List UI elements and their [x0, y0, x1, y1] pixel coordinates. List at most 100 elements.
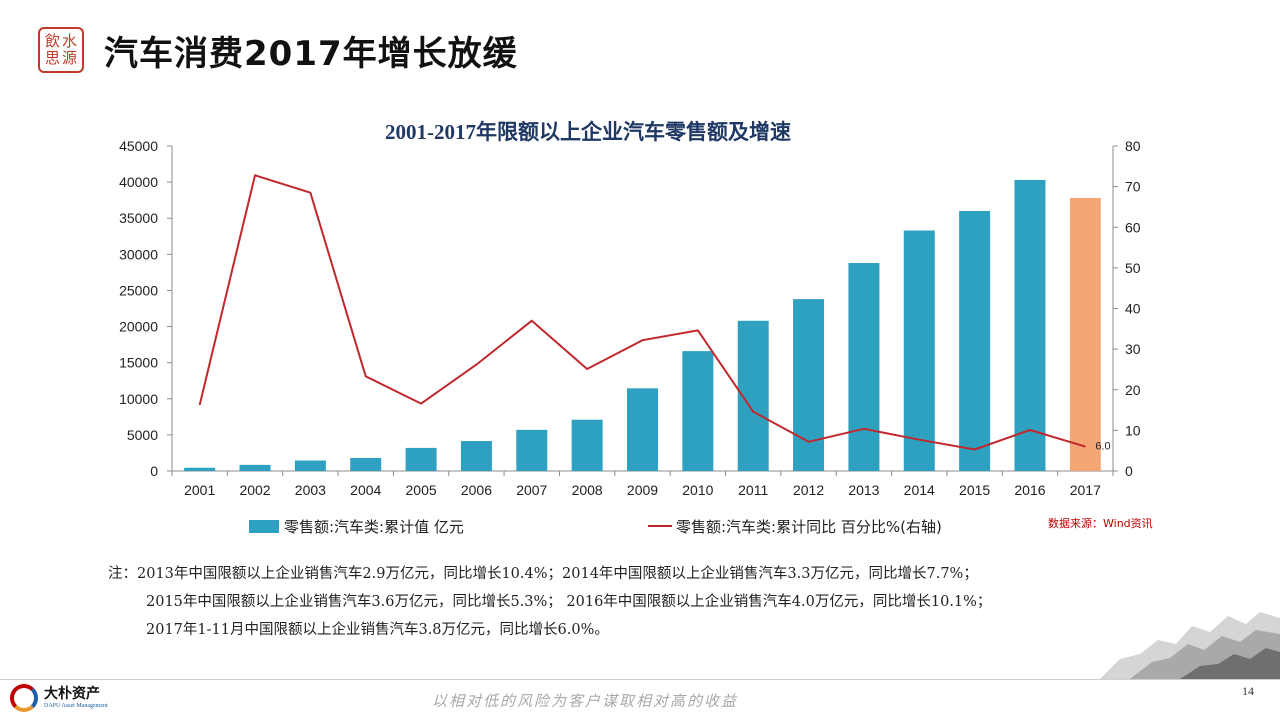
chart-title: 2001-2017年限额以上企业汽车零售额及增速: [385, 120, 791, 144]
bar: [1014, 179, 1046, 471]
line-point: [1029, 429, 1031, 431]
page-title: 汽车消费2017年增长放缓: [104, 33, 518, 74]
logo-name-en: DAPU Asset Management: [44, 703, 108, 709]
x-tick-label: 2014: [904, 482, 935, 498]
note-line: 2017年1-11月中国限额以上企业销售汽车3.8万亿元，同比增长6.0%。: [146, 622, 609, 638]
page-number: 14: [1242, 684, 1254, 698]
x-tick-label: 2013: [848, 482, 879, 498]
seal-logo: 飲 水 思 源: [38, 27, 84, 73]
x-tick-label: 2016: [1014, 482, 1045, 498]
bar: [460, 441, 492, 471]
left-tick-label: 10000: [119, 391, 158, 407]
line-series: 6.0: [198, 174, 1111, 453]
x-tick-label: 2008: [572, 482, 603, 498]
bar: [959, 211, 991, 471]
bar: [184, 467, 216, 471]
line-point: [365, 375, 367, 377]
bar: [239, 464, 271, 471]
left-tick-label: 20000: [119, 319, 158, 335]
left-tick-label: 45000: [119, 138, 158, 154]
x-tick-label: 2017: [1070, 482, 1101, 498]
bar: [294, 460, 326, 471]
legend-swatch-bar: [249, 520, 279, 533]
left-tick-label: 30000: [119, 246, 158, 262]
bar: [1069, 198, 1101, 471]
x-tick-label: 2012: [793, 482, 824, 498]
line-point: [642, 339, 643, 341]
x-tick-label: 2002: [239, 482, 270, 498]
line-point: [697, 329, 699, 331]
left-tick-label: 40000: [119, 174, 158, 190]
combo-chart: 2001-2017年限额以上企业汽车零售额及增速 6.0 0 5000 10000 1…: [119, 120, 1153, 536]
logo-text: 大朴资产 DAPU Asset Management: [44, 686, 108, 710]
x-tick-label: 2007: [516, 482, 547, 498]
line-point: [531, 320, 533, 322]
legend-label-bar: 零售额:汽车类:累计值 亿元: [284, 518, 464, 536]
left-tick-label: 15000: [119, 355, 158, 371]
line-point: [863, 428, 865, 430]
line-point: [199, 404, 201, 406]
line-point: [918, 439, 920, 441]
x-tick-label: 2015: [959, 482, 990, 498]
line-point: [586, 368, 588, 370]
bar: [516, 429, 548, 471]
left-tick-label: 35000: [119, 210, 158, 226]
tick-labels: 0 5000 10000 15000 20000 25000 30000 35000 40000…: [119, 138, 1141, 498]
line-point: [974, 448, 976, 450]
right-tick-label: 10: [1125, 422, 1141, 438]
footer-logo: 大朴资产 DAPU Asset Management: [10, 684, 108, 712]
source-label: 数据来源：Wind资讯: [1048, 516, 1153, 530]
bar: [848, 263, 880, 471]
note-line: 2015年中国限额以上企业销售汽车3.6万亿元，同比增长5.3%； 2016年中…: [146, 594, 992, 610]
seal-char: 思: [44, 49, 60, 67]
right-tick-label: 20: [1125, 382, 1141, 398]
right-tick-label: 50: [1125, 260, 1141, 276]
company-logo-icon: [10, 684, 38, 712]
right-tick-label: 0: [1125, 463, 1133, 479]
footer-divider: [0, 679, 1280, 680]
seal-char: 水: [61, 32, 77, 50]
x-tick-label: 2001: [184, 482, 215, 498]
x-tick-label: 2011: [738, 482, 768, 498]
legend-label-line: 零售额:汽车类:累计同比 百分比%(右轴): [676, 518, 942, 536]
chart-legend: 零售额:汽车类:累计值 亿元 零售额:汽车类:累计同比 百分比%(右轴): [249, 518, 942, 536]
bar: [627, 388, 658, 471]
bar: [571, 419, 603, 471]
line-point: [420, 403, 422, 405]
line-point: [752, 411, 754, 413]
left-tick-label: 0: [150, 463, 158, 479]
left-tick-label: 25000: [119, 282, 158, 298]
x-tick-label: 2006: [461, 482, 492, 498]
right-tick-label: 30: [1125, 341, 1141, 357]
slide-header: 飲 水 思 源 汽车消费2017年增长放缓: [38, 22, 518, 78]
x-tick-label: 2005: [406, 482, 437, 498]
right-tick-label: 40: [1125, 301, 1141, 317]
line-point: [254, 174, 256, 176]
x-tick-label: 2010: [682, 482, 713, 498]
right-tick-label: 80: [1125, 138, 1141, 154]
bar-series: [184, 179, 1101, 471]
ink-landscape-decoration: [1100, 612, 1280, 679]
x-tick-label: 2004: [350, 482, 381, 498]
line-point: [1084, 446, 1086, 448]
right-tick-label: 60: [1125, 219, 1141, 235]
right-tick-label: 70: [1125, 179, 1141, 195]
bar: [350, 458, 382, 471]
bar: [793, 299, 825, 471]
line-point: [475, 364, 477, 366]
bar: [682, 351, 714, 471]
line-point: [309, 192, 311, 194]
data-label: 6.0: [1095, 441, 1110, 453]
line-point: [808, 441, 810, 443]
seal-char: 源: [61, 49, 77, 67]
left-tick-label: 5000: [127, 427, 158, 443]
bar: [903, 230, 935, 471]
bar: [405, 447, 437, 471]
note-line: 注：2013年中国限额以上企业销售汽车2.9万亿元，同比增长10.4%；2014…: [108, 566, 978, 582]
footer-slogan: 以相对低的风险为客户谋取相对高的收益: [431, 692, 738, 710]
x-tick-label: 2009: [627, 482, 658, 498]
x-tick-label: 2003: [295, 482, 326, 498]
logo-name-cn: 大朴资产: [44, 686, 100, 702]
seal-char: 飲: [44, 32, 60, 50]
notes: 注：2013年中国限额以上企业销售汽车2.9万亿元，同比增长10.4%；2014…: [108, 560, 1218, 644]
